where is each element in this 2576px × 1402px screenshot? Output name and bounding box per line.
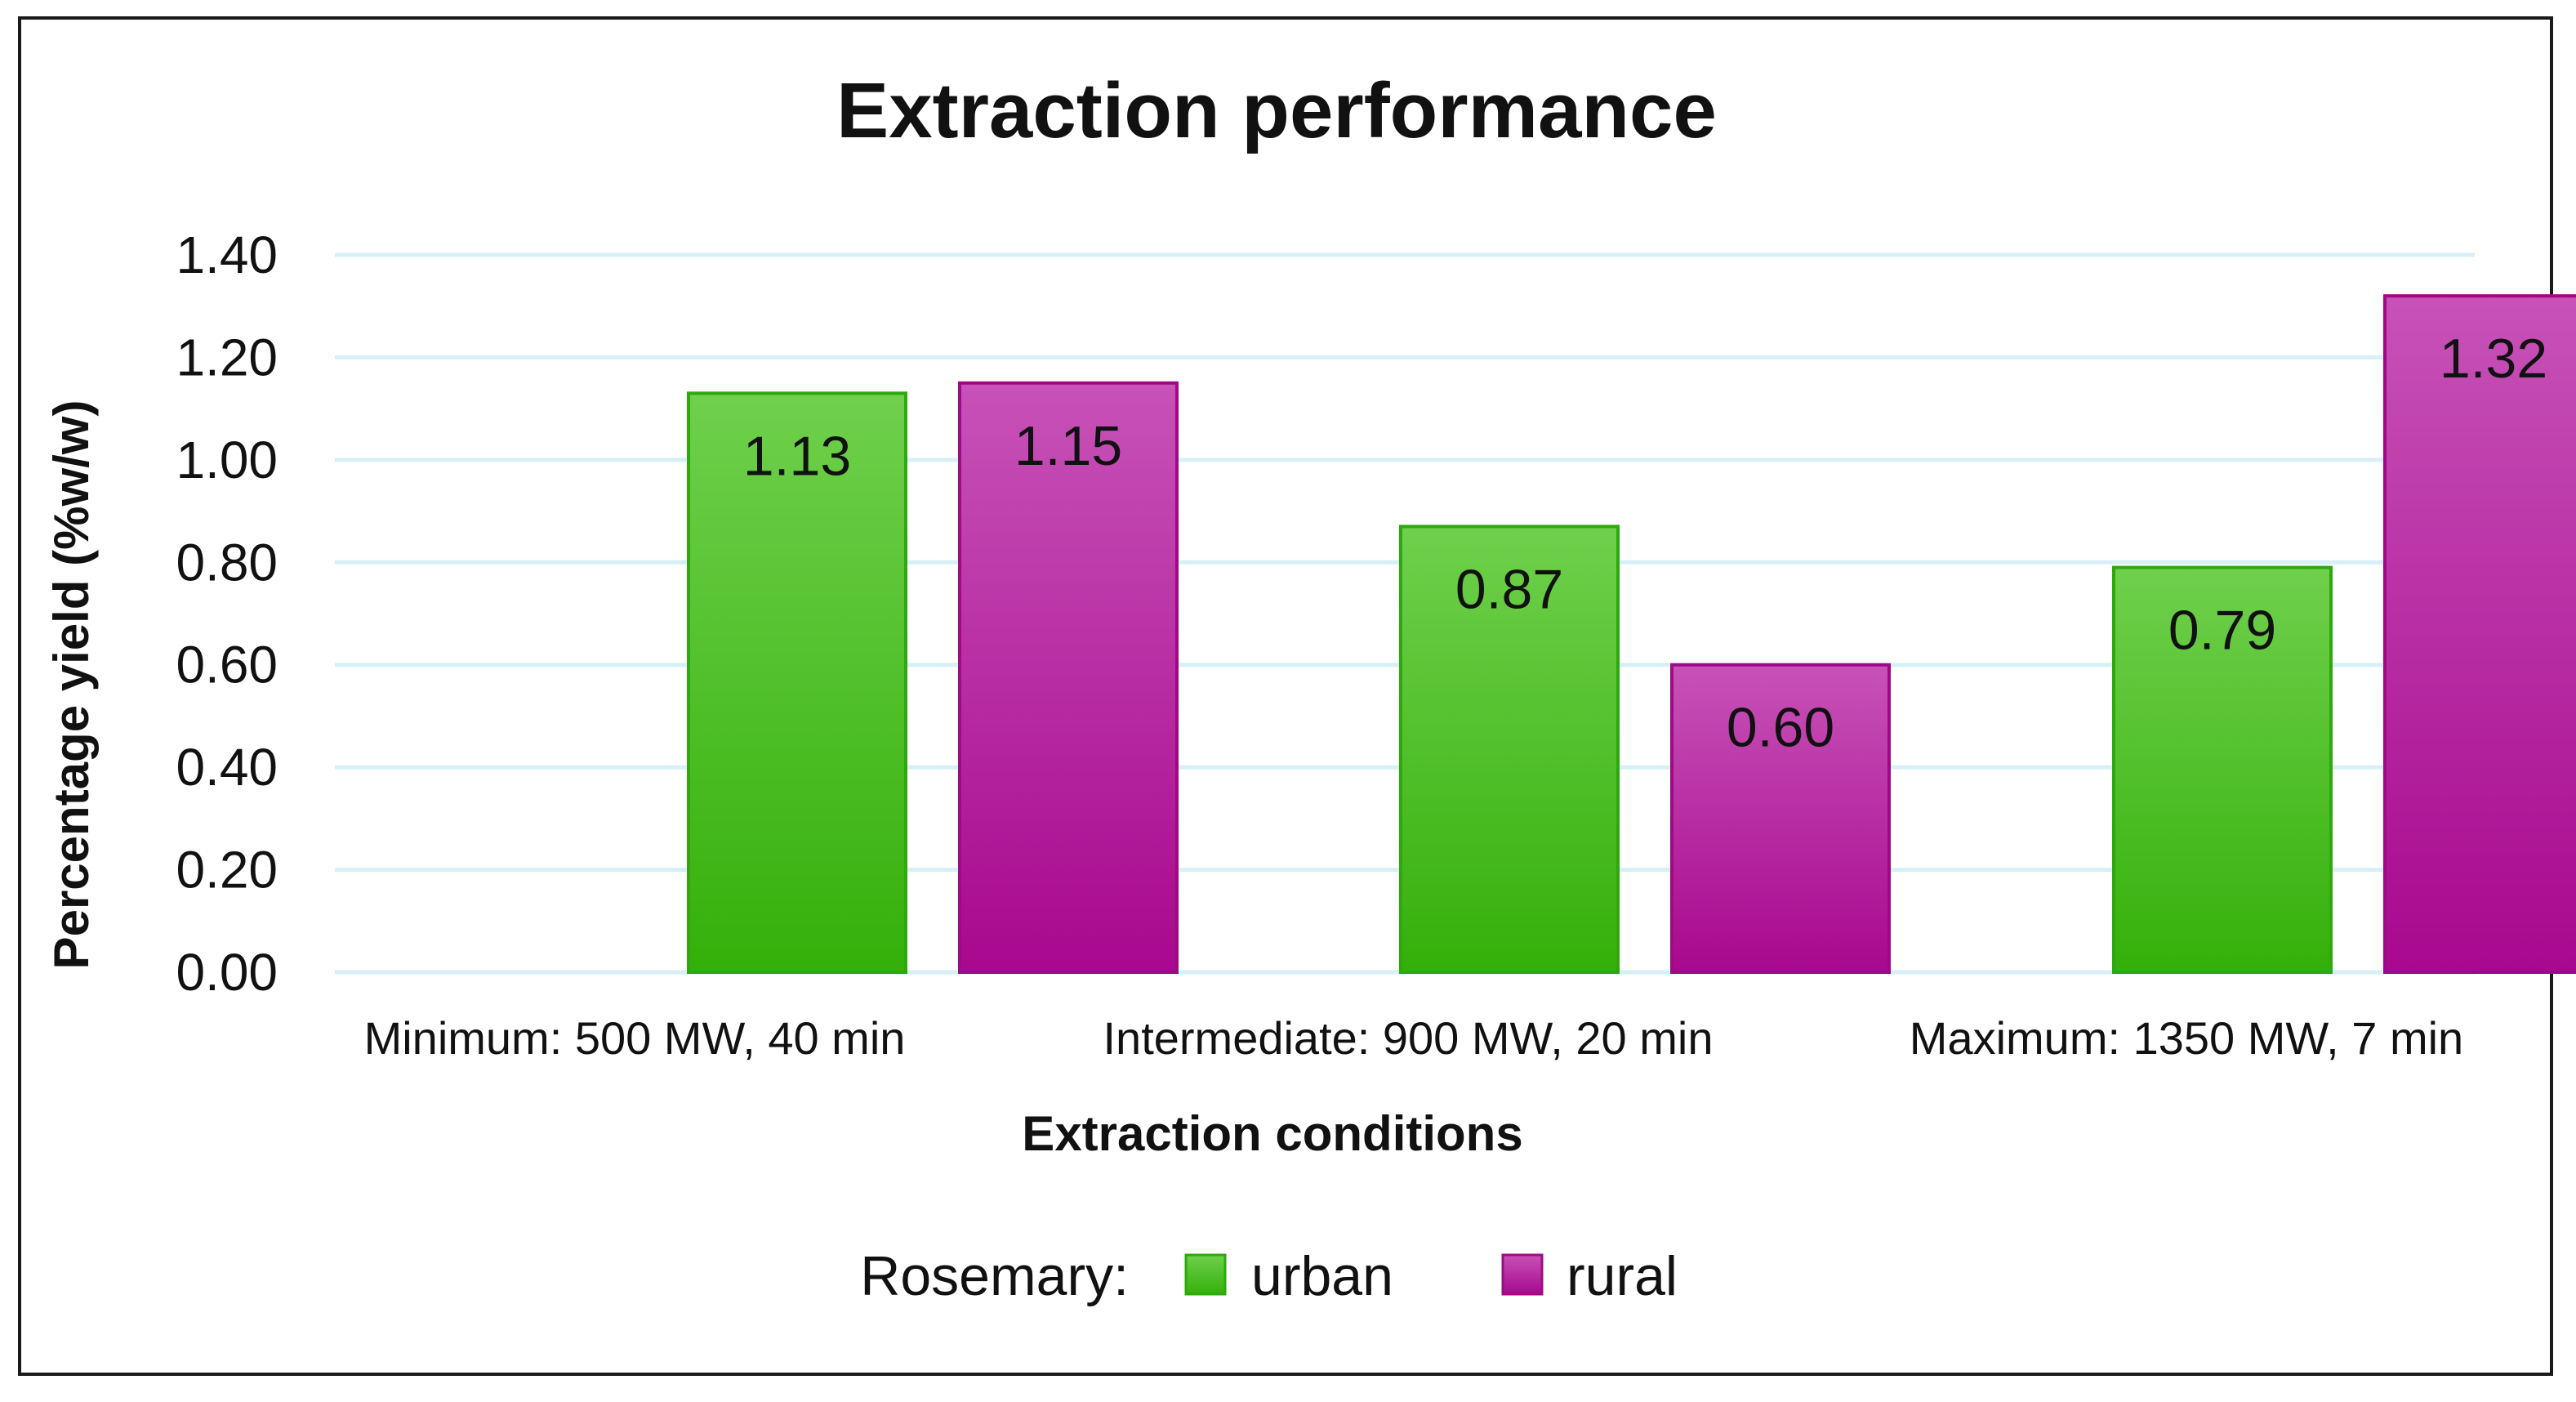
bar-rural [1670, 663, 1891, 974]
x-axis-title: Extraction conditions [1022, 1106, 1522, 1161]
legend-prefix: Rosemary: [860, 1245, 1129, 1307]
y-tick-label: 0.20 [176, 841, 278, 900]
data-label: 1.32 [2440, 328, 2547, 390]
legend-swatch-rural [1501, 1253, 1544, 1296]
y-axis-title: Percentage yield (%w/w) [44, 400, 99, 970]
data-label: 0.79 [2168, 600, 2276, 662]
bar-urban [687, 391, 907, 975]
bar-rural [958, 381, 1179, 974]
bar-urban [2112, 565, 2333, 974]
legend-swatch-urban [1184, 1253, 1227, 1296]
legend: Rosemary: urban rural [860, 1245, 1678, 1307]
legend-label-rural: rural [1567, 1245, 1678, 1307]
y-tick-label: 0.60 [176, 636, 278, 694]
data-labels: 1.13 0.87 0.79 1.15 0.60 1.32 [743, 328, 2547, 759]
y-tick-label: 1.00 [176, 431, 278, 489]
chart-title: Extraction performance [836, 67, 1717, 154]
y-tick-label: 0.00 [176, 943, 278, 1002]
bars [687, 294, 2576, 975]
y-tick-label: 0.40 [176, 738, 278, 797]
legend-label-urban: urban [1251, 1245, 1393, 1307]
data-label: 1.15 [1014, 415, 1122, 477]
x-category-label: Intermediate: 900 MW, 20 min [1103, 1012, 1713, 1064]
data-label: 1.13 [743, 425, 851, 487]
data-label: 0.87 [1455, 558, 1563, 620]
y-tick-label: 0.80 [176, 533, 278, 592]
y-tick-label: 1.40 [176, 225, 278, 284]
x-category-label: Maximum: 1350 MW, 7 min [1910, 1012, 2463, 1064]
x-axis-categories: Minimum: 500 MW, 40 min Intermediate: 900… [364, 1012, 2464, 1064]
x-category-label: Minimum: 500 MW, 40 min [364, 1012, 906, 1064]
bar-urban [1399, 525, 1620, 974]
y-axis-ticks: 0.00 0.20 0.40 0.60 0.80 1.00 1.20 1.40 [176, 225, 278, 1002]
y-tick-label: 1.20 [176, 328, 278, 386]
bar-rural [2383, 294, 2576, 974]
data-label: 0.60 [1727, 697, 1834, 759]
